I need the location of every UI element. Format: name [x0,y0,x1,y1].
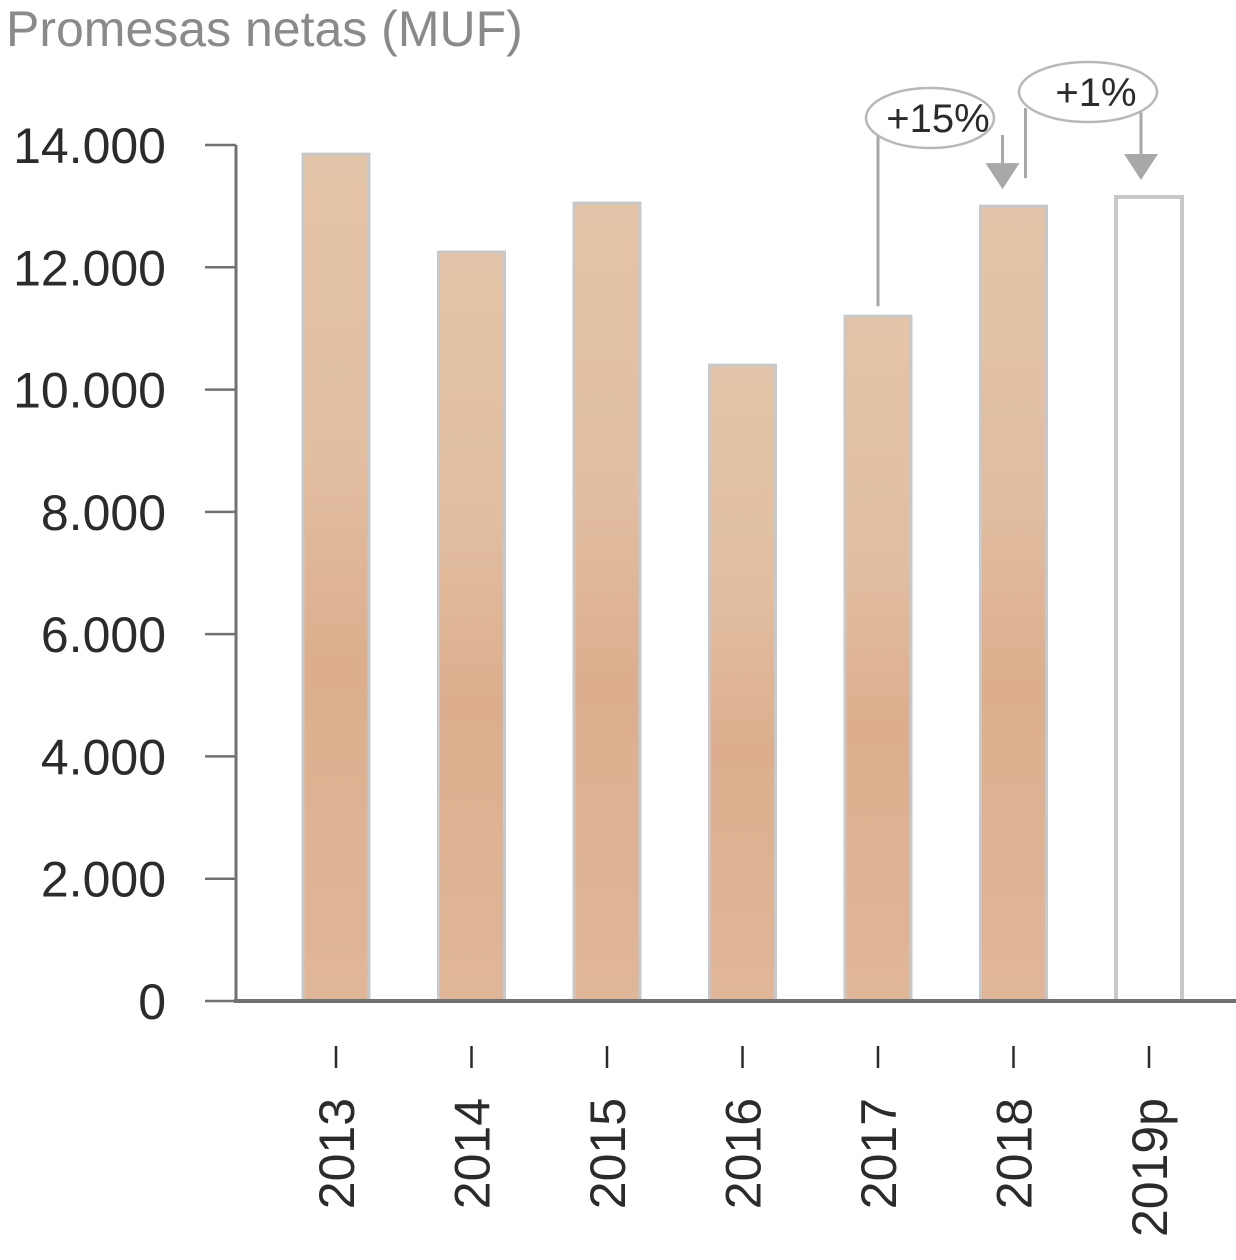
y-tick-label: 12.000 [13,240,166,296]
bar-2019p [1114,194,1184,1003]
arrow-down-icon [1124,153,1158,180]
bar-2017 [843,314,913,1003]
x-tick-label: 2015 [580,1098,636,1209]
y-tick-label: 0 [138,974,166,1030]
x-tick-label: 2019p [1122,1098,1178,1237]
annotation-label: +15% [886,97,989,141]
x-tick-label: 2013 [309,1098,365,1209]
y-tick-label: 8.000 [41,485,166,541]
annotation-pill [864,86,996,150]
annotation-label: +1% [1055,71,1136,115]
y-tick-label: 4.000 [41,729,166,785]
bar-2018 [979,204,1048,1003]
bar-2015 [572,201,642,1003]
x-tick-label: 2017 [851,1098,907,1209]
x-axis: 2013 2014 2015 2016 2017 2018 2019p [234,999,1236,1237]
y-tick-label: 6.000 [41,607,166,663]
y-tick-label: 2.000 [41,852,166,908]
x-tick-label: 2016 [716,1098,772,1209]
bar-2013 [301,152,371,1003]
chart-title: Promesas netas (MUF) [6,1,523,57]
x-tick-label: 2014 [445,1098,501,1209]
bars [301,152,1184,1003]
bar-2014 [437,250,506,1003]
bar-2016 [708,363,777,1003]
x-tick-label: 2018 [987,1098,1043,1209]
y-tick-label: 14.000 [13,118,166,174]
y-axis: 0 2.000 4.000 6.000 8.000 10.000 12.000 14.000 [13,118,238,1030]
y-tick-label: 10.000 [13,363,166,419]
arrow-down-icon [985,163,1020,190]
annotation-pill [1017,60,1159,124]
growth-annotations: +15% +1% [864,60,1159,307]
